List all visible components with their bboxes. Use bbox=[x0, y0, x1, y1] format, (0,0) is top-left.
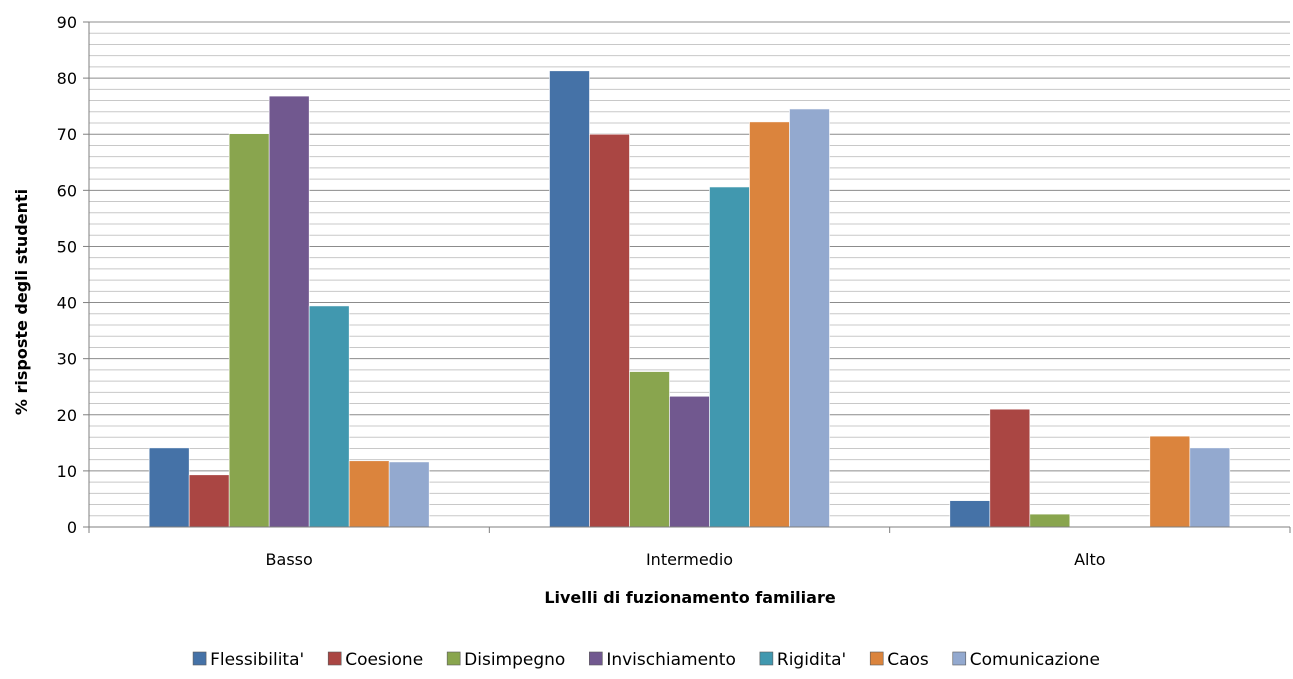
bar-comunicazione-intermedio bbox=[789, 108, 830, 528]
bar-disimpegno-alto bbox=[1029, 513, 1071, 528]
x-axis-title: Livelli di fuzionamento familiare bbox=[544, 588, 836, 607]
bar-invischiamento-intermedio bbox=[669, 395, 710, 528]
bar-disimpegno-basso bbox=[228, 133, 270, 528]
y-tick-label: 10 bbox=[57, 462, 77, 481]
legend-label: Coesione bbox=[345, 650, 423, 670]
y-axis-title: % risposte degli studenti bbox=[12, 189, 31, 415]
bar-flessibilita-alto bbox=[949, 500, 991, 528]
x-category-label: Intermedio bbox=[646, 550, 733, 569]
bar-disimpegno-intermedio bbox=[629, 371, 670, 528]
bar-coesione-intermedio bbox=[589, 133, 630, 528]
legend-label: Rigidita' bbox=[777, 650, 846, 670]
bar-caos-alto bbox=[1149, 435, 1191, 528]
y-tick-label: 0 bbox=[67, 518, 77, 537]
y-tick-label: 90 bbox=[57, 13, 77, 32]
legend-label: Invischiamento bbox=[606, 650, 736, 670]
bar-flessibilita-intermedio bbox=[549, 70, 590, 528]
y-tick-label: 40 bbox=[57, 294, 77, 313]
bar-coesione-alto bbox=[989, 408, 1031, 528]
bars-layer bbox=[148, 70, 1231, 528]
legend-label: Disimpegno bbox=[464, 650, 565, 670]
legend-swatch bbox=[869, 651, 884, 666]
y-tick-label: 20 bbox=[57, 406, 77, 425]
legend: Flessibilita' Coesione Disimpegno Invischia… bbox=[192, 650, 1100, 670]
bar-comunicazione-alto bbox=[1189, 447, 1231, 528]
legend-swatch bbox=[952, 651, 967, 666]
bar-coesione-basso bbox=[188, 474, 230, 528]
legend-swatch bbox=[589, 651, 603, 666]
bar-comunicazione-basso bbox=[388, 461, 430, 528]
bar-flessibilita-basso bbox=[148, 447, 190, 528]
bar-rigidita-basso bbox=[308, 305, 350, 528]
legend-swatch bbox=[446, 651, 461, 666]
legend-label: Flessibilita' bbox=[210, 650, 304, 670]
legend-swatch bbox=[759, 651, 774, 666]
y-tick-label: 70 bbox=[57, 125, 77, 144]
y-tick-label: 80 bbox=[57, 69, 77, 88]
legend-swatch bbox=[192, 651, 207, 666]
bar-rigidita-intermedio bbox=[709, 186, 750, 528]
bar-caos-intermedio bbox=[749, 121, 790, 528]
axes-layer: 0 10 20 30 40 50 60 70 80 90 Basso Intermedio Alto bbox=[57, 13, 1291, 569]
x-category-label: Alto bbox=[1074, 550, 1105, 569]
legend-label: Comunicazione bbox=[970, 650, 1100, 670]
legend-swatch bbox=[327, 651, 342, 666]
bar-caos-basso bbox=[348, 460, 390, 528]
y-tick-label: 30 bbox=[57, 350, 77, 369]
y-tick-label: 50 bbox=[57, 237, 77, 256]
x-category-label: Basso bbox=[266, 550, 313, 569]
y-tick-label: 60 bbox=[57, 181, 77, 200]
bar-invischiamento-basso bbox=[268, 95, 310, 528]
legend-label: Caos bbox=[887, 650, 929, 670]
